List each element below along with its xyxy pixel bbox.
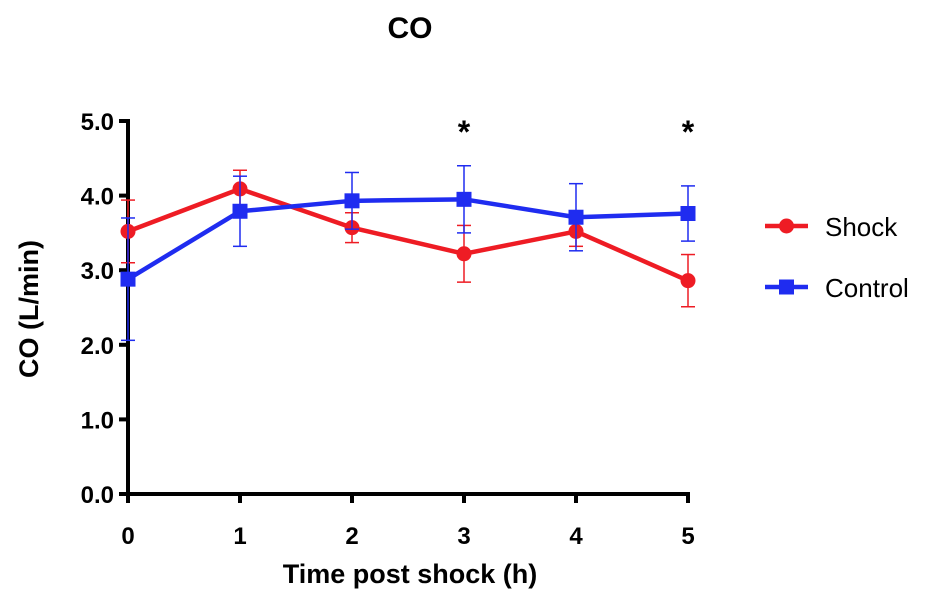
control-point <box>680 206 696 222</box>
x-tick-label: 5 <box>681 523 694 550</box>
legend-shock-label: Shock <box>825 212 898 242</box>
x-tick-label: 4 <box>569 523 583 550</box>
control-point <box>568 209 584 225</box>
control-point <box>120 271 136 287</box>
legend-control-marker <box>779 279 794 295</box>
control-point <box>344 193 360 209</box>
y-tick-label: 2.0 <box>81 333 114 360</box>
significance-marker: * <box>682 114 695 150</box>
y-tick-label: 0.0 <box>81 482 114 509</box>
control-point <box>456 191 472 207</box>
shock-point <box>456 246 472 262</box>
legend-control-label: Control <box>825 273 909 303</box>
y-tick-label: 3.0 <box>81 258 114 285</box>
x-tick-label: 2 <box>345 523 358 550</box>
legend-shock-marker <box>779 218 794 234</box>
shock-series-line <box>127 186 689 283</box>
control-series-line <box>126 197 689 282</box>
y-tick-label: 5.0 <box>81 109 114 136</box>
x-tick-label: 1 <box>233 523 246 550</box>
y-tick-label: 4.0 <box>81 184 114 211</box>
x-tick-label: 0 <box>121 523 134 550</box>
y-tick-label: 1.0 <box>81 407 114 434</box>
shock-point <box>680 273 696 289</box>
chart-title: CO <box>388 12 433 45</box>
y-axis-label: CO (L/min) <box>14 240 44 378</box>
x-axis-label: Time post shock (h) <box>283 559 538 589</box>
significance-marker: * <box>458 114 471 150</box>
x-tick-label: 3 <box>457 523 470 550</box>
control-point <box>232 203 248 219</box>
